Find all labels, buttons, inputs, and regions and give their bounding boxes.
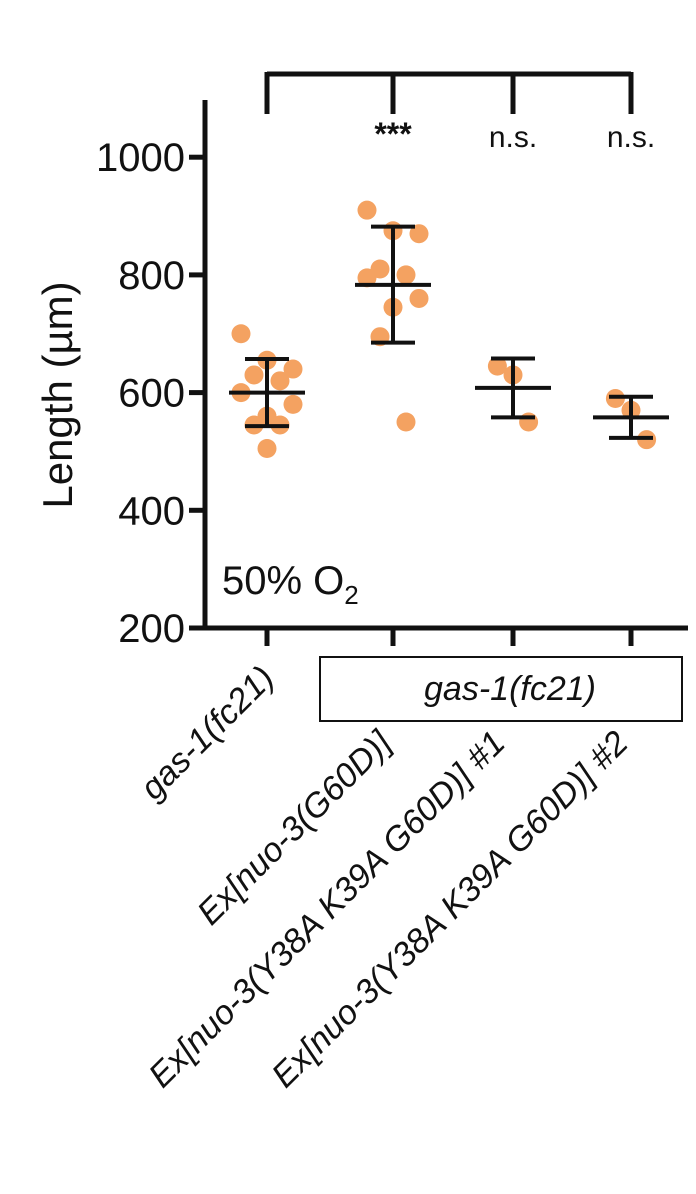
group-box-label: gas-1(fc21) [424, 670, 596, 708]
data-point [244, 365, 264, 385]
y-ticks: 200 400 600 800 1000 [96, 136, 205, 651]
data-point [409, 288, 429, 308]
x-category-label: Ex[nuo-3(G60D)] [190, 723, 400, 933]
data-point [357, 200, 377, 220]
y-tick-label: 600 [118, 372, 185, 416]
data-point [396, 265, 416, 285]
y-tick-label: 200 [118, 607, 185, 651]
significance-label: *** [374, 116, 412, 152]
data-point [487, 356, 507, 376]
data-point [409, 224, 429, 244]
group-box [319, 656, 683, 722]
data-points [231, 200, 657, 459]
data-point [396, 412, 416, 432]
x-category-label: gas-1(fc21) [133, 659, 281, 807]
axes [202, 100, 688, 646]
significance-labels: *** n.s. n.s. [374, 116, 655, 154]
data-point [283, 394, 303, 414]
y-tick-label: 1000 [96, 136, 185, 180]
significance-label: n.s. [489, 121, 537, 154]
significance-bracket [264, 71, 634, 114]
y-tick-label: 400 [118, 489, 185, 533]
data-point [231, 324, 251, 344]
data-point [270, 371, 290, 391]
data-point [283, 359, 303, 379]
significance-label: n.s. [607, 121, 655, 154]
condition-annotation: 50% O2 [222, 559, 359, 610]
data-point [257, 439, 277, 459]
data-point [357, 268, 377, 288]
error-bars [229, 224, 669, 440]
x-category-labels: gas-1(fc21)Ex[nuo-3(G60D)]Ex[nuo-3(Y38A … [133, 659, 636, 1095]
y-axis-label: Length (µm) [34, 281, 81, 508]
y-tick-label: 800 [118, 254, 185, 298]
